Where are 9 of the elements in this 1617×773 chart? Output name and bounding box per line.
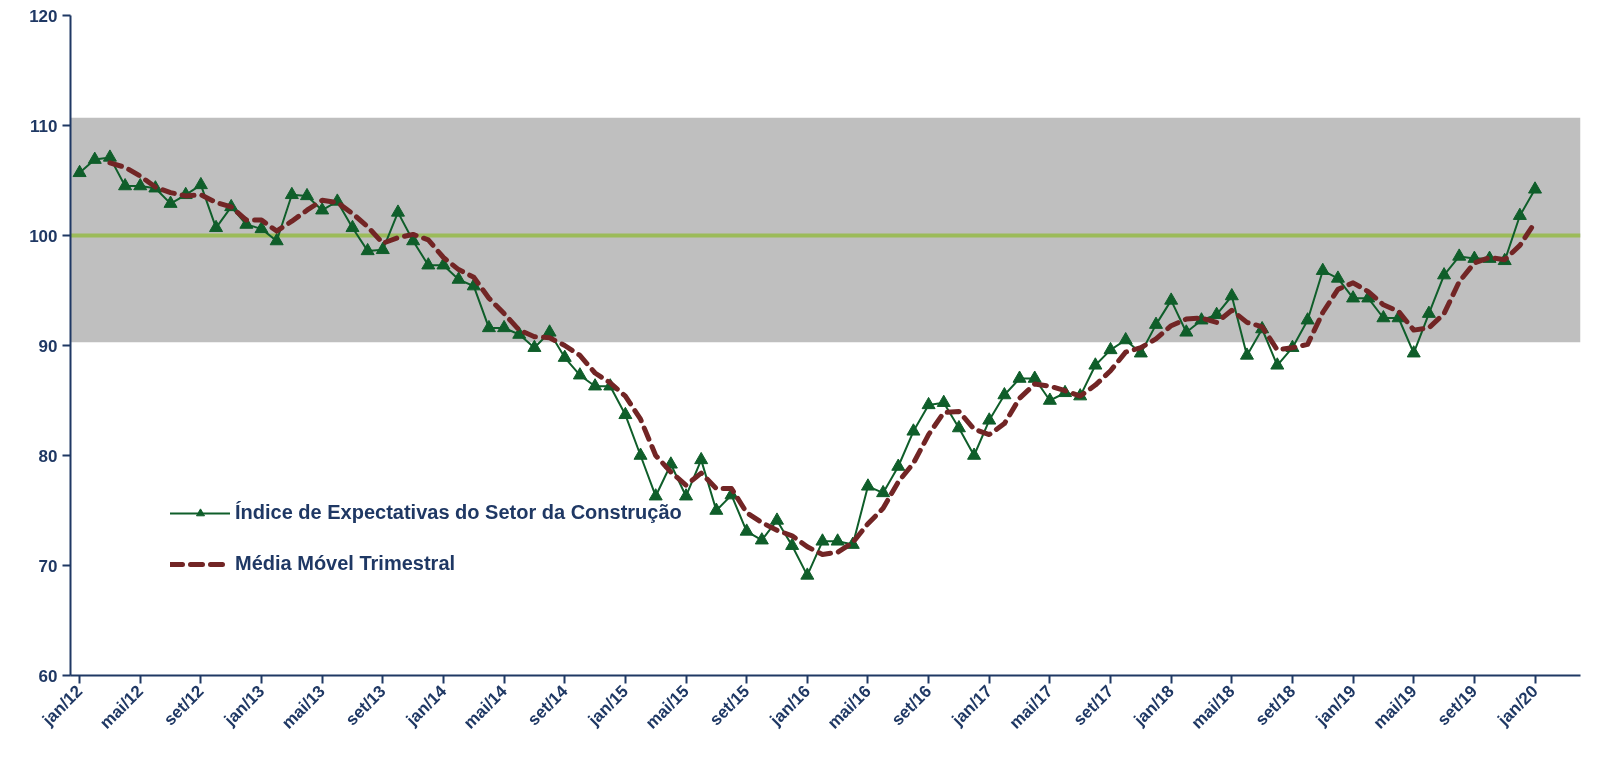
- y-tick-label: 120: [29, 6, 58, 26]
- legend-label: Índice de Expectativas do Setor da Construção: [235, 501, 682, 524]
- legend-label: Média Móvel Trimestral: [235, 552, 456, 575]
- y-tick-label: 60: [38, 666, 58, 686]
- y-tick-label: 90: [38, 336, 58, 356]
- y-tick-label: 100: [29, 226, 58, 246]
- y-tick-label: 110: [30, 116, 58, 136]
- y-tick-label: 80: [38, 446, 58, 466]
- y-tick-label: 70: [38, 556, 58, 576]
